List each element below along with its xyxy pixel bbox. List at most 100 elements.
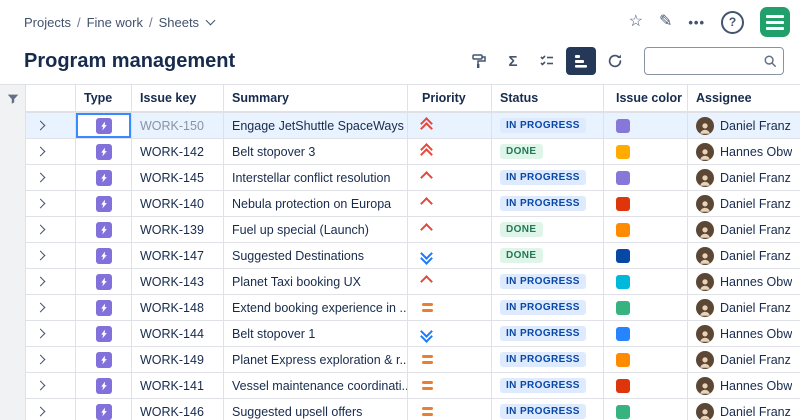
priority-cell[interactable] [408, 217, 492, 242]
assignee-cell[interactable]: Daniel Franz [688, 217, 800, 242]
assignee-cell[interactable]: Daniel Franz [688, 165, 800, 190]
issue-key-cell[interactable]: WORK-139 [132, 217, 224, 242]
issue-summary-cell[interactable]: Extend booking experience in ... [224, 295, 408, 320]
type-cell[interactable] [76, 243, 132, 268]
issue-color-chip[interactable] [616, 118, 630, 133]
expand-chevron-icon[interactable] [35, 276, 46, 287]
expand-chevron-icon[interactable] [35, 250, 46, 261]
issue-color-chip[interactable] [616, 170, 630, 185]
priority-cell[interactable] [408, 373, 492, 398]
issue-color-cell[interactable] [604, 399, 688, 420]
issue-color-cell[interactable] [604, 321, 688, 346]
sum-button[interactable]: Σ [508, 52, 518, 70]
type-cell[interactable] [76, 269, 132, 294]
issue-color-chip[interactable] [616, 352, 630, 367]
table-row[interactable]: WORK-141 Vessel maintenance coordinati..… [26, 373, 800, 399]
table-row[interactable]: WORK-140 Nebula protection on Europa IN … [26, 191, 800, 217]
expand-chevron-icon[interactable] [35, 172, 46, 183]
priority-cell[interactable] [408, 347, 492, 372]
more-options-icon[interactable]: ••• [688, 14, 705, 30]
priority-cell[interactable] [408, 113, 492, 138]
issue-key-cell[interactable]: WORK-143 [132, 269, 224, 294]
priority-cell[interactable] [408, 165, 492, 190]
header-cell-type[interactable]: Type [76, 85, 132, 111]
type-cell[interactable] [76, 347, 132, 372]
expand-chevron-icon[interactable] [35, 302, 46, 313]
issue-summary-cell[interactable]: Engage JetShuttle SpaceWays ... [224, 113, 408, 138]
assignee-cell[interactable]: Hannes Obw [688, 269, 800, 294]
status-cell[interactable]: IN PROGRESS [492, 165, 604, 190]
checklist-button[interactable] [532, 47, 562, 75]
table-row[interactable]: WORK-147 Suggested Destinations DONE Dan… [26, 243, 800, 269]
assignee-cell[interactable]: Hannes Obw [688, 373, 800, 398]
issue-color-chip[interactable] [616, 196, 630, 211]
assignee-cell[interactable]: Daniel Franz [688, 399, 800, 420]
header-cell-status[interactable]: Status [492, 85, 604, 111]
priority-cell[interactable] [408, 399, 492, 420]
expand-chevron-icon[interactable] [35, 328, 46, 339]
issue-key-cell[interactable]: WORK-148 [132, 295, 224, 320]
status-cell[interactable]: IN PROGRESS [492, 269, 604, 294]
status-cell[interactable]: IN PROGRESS [492, 113, 604, 138]
status-cell[interactable]: IN PROGRESS [492, 347, 604, 372]
issue-color-cell[interactable] [604, 139, 688, 164]
issue-summary-cell[interactable]: Belt stopover 1 [224, 321, 408, 346]
issue-key-cell[interactable]: WORK-150 [132, 113, 224, 138]
priority-cell[interactable] [408, 243, 492, 268]
header-cell-issue-key[interactable]: Issue key [132, 85, 224, 111]
header-cell-assignee[interactable]: Assignee [696, 91, 752, 105]
assignee-cell[interactable]: Hannes Obw [688, 321, 800, 346]
expand-chevron-icon[interactable] [35, 198, 46, 209]
issue-key-cell[interactable]: WORK-147 [132, 243, 224, 268]
issue-color-chip[interactable] [616, 144, 630, 159]
search-input[interactable] [651, 53, 763, 69]
issue-summary-cell[interactable]: Suggested Destinations [224, 243, 408, 268]
issue-summary-cell[interactable]: Fuel up special (Launch) [224, 217, 408, 242]
issue-key-cell[interactable]: WORK-141 [132, 373, 224, 398]
priority-cell[interactable] [408, 139, 492, 164]
table-row[interactable]: WORK-144 Belt stopover 1 IN PROGRESS Han… [26, 321, 800, 347]
table-row[interactable]: WORK-143 Planet Taxi booking UX IN PROGR… [26, 269, 800, 295]
assignee-cell[interactable]: Hannes Obw [688, 139, 800, 164]
issue-color-chip[interactable] [616, 222, 630, 237]
table-row[interactable]: WORK-146 Suggested upsell offers IN PROG… [26, 399, 800, 420]
issue-summary-cell[interactable]: Interstellar conflict resolution [224, 165, 408, 190]
type-cell[interactable] [76, 295, 132, 320]
type-cell[interactable] [76, 139, 132, 164]
issue-key-cell[interactable]: WORK-149 [132, 347, 224, 372]
issue-color-chip[interactable] [616, 378, 630, 393]
help-icon[interactable]: ? [721, 10, 744, 34]
status-cell[interactable]: IN PROGRESS [492, 295, 604, 320]
type-cell[interactable] [76, 165, 132, 190]
priority-cell[interactable] [408, 321, 492, 346]
issue-key-cell[interactable]: WORK-146 [132, 399, 224, 420]
expand-chevron-icon[interactable] [35, 406, 46, 417]
issue-key-cell[interactable]: WORK-140 [132, 191, 224, 216]
expand-chevron-icon[interactable] [35, 224, 46, 235]
type-cell[interactable] [76, 113, 132, 138]
expand-chevron-icon[interactable] [35, 146, 46, 157]
assignee-cell[interactable]: Daniel Franz [688, 191, 800, 216]
table-row[interactable]: WORK-148 Extend booking experience in ..… [26, 295, 800, 321]
status-cell[interactable]: IN PROGRESS [492, 191, 604, 216]
issue-color-cell[interactable] [604, 347, 688, 372]
assignee-cell[interactable]: Daniel Franz [688, 243, 800, 268]
issue-color-cell[interactable] [604, 269, 688, 294]
refresh-button[interactable] [600, 47, 630, 75]
issue-summary-cell[interactable]: Planet Taxi booking UX [224, 269, 408, 294]
issue-summary-cell[interactable]: Belt stopover 3 [224, 139, 408, 164]
expand-chevron-icon[interactable] [35, 380, 46, 391]
priority-cell[interactable] [408, 269, 492, 294]
priority-cell[interactable] [408, 191, 492, 216]
chevron-down-icon[interactable] [205, 15, 216, 26]
type-cell[interactable] [76, 191, 132, 216]
issue-color-chip[interactable] [616, 326, 630, 341]
issue-color-cell[interactable] [604, 243, 688, 268]
status-cell[interactable]: IN PROGRESS [492, 373, 604, 398]
status-cell[interactable]: DONE [492, 243, 604, 268]
table-row[interactable]: WORK-145 Interstellar conflict resolutio… [26, 165, 800, 191]
header-cell-summary[interactable]: Summary [224, 85, 408, 111]
issue-key-cell[interactable]: WORK-144 [132, 321, 224, 346]
type-cell[interactable] [76, 321, 132, 346]
table-row[interactable]: WORK-149 Planet Express exploration & r.… [26, 347, 800, 373]
